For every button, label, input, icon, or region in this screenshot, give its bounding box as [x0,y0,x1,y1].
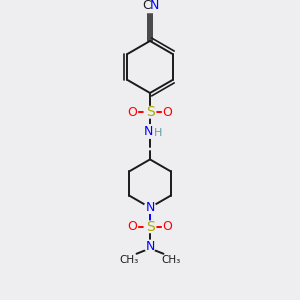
Circle shape [128,107,137,117]
Text: N: N [150,0,160,12]
Text: H: H [154,128,162,138]
Text: O: O [162,106,172,119]
Circle shape [144,106,156,118]
Text: N: N [143,125,153,138]
Circle shape [163,222,172,232]
Text: CH₃: CH₃ [119,255,138,265]
Circle shape [144,202,156,213]
Circle shape [144,240,156,252]
Text: N: N [145,240,155,253]
Text: O: O [128,220,138,233]
Circle shape [144,221,156,232]
Text: N: N [145,201,155,214]
Circle shape [128,222,137,232]
Text: O: O [162,220,172,233]
Text: S: S [146,105,154,119]
Text: CH₃: CH₃ [162,255,181,265]
Text: C: C [143,0,152,12]
Circle shape [163,107,172,117]
Circle shape [143,125,157,138]
Text: S: S [146,220,154,234]
Text: O: O [128,106,138,119]
